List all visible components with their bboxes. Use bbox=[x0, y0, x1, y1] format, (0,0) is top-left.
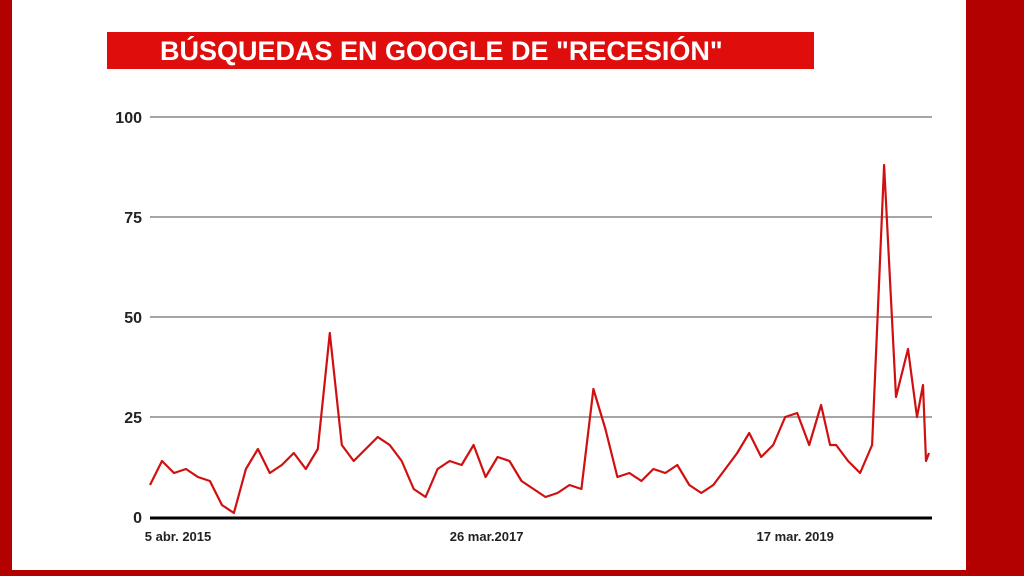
x-tick-label-2: 17 mar. 2019 bbox=[757, 529, 834, 544]
y-tick-label-50: 50 bbox=[124, 310, 142, 327]
title-banner bbox=[107, 32, 814, 69]
right-frame-bar bbox=[966, 0, 1024, 576]
x-tick-label-0: 5 abr. 2015 bbox=[145, 529, 212, 544]
x-tick-label-1: 26 mar.2017 bbox=[450, 529, 524, 544]
chart-title: BÚSQUEDAS EN GOOGLE DE "RECESIÓN" bbox=[160, 36, 723, 66]
bottom-frame-strip bbox=[0, 570, 1024, 576]
y-tick-label-0: 0 bbox=[133, 510, 142, 527]
grid-lines bbox=[150, 116, 932, 418]
y-axis-ticks: 0 25 50 75 100 bbox=[115, 110, 142, 527]
y-tick-label-25: 25 bbox=[124, 410, 142, 427]
series-line bbox=[149, 163, 931, 515]
x-axis-ticks: 5 abr. 2015 26 mar.2017 17 mar. 2019 bbox=[145, 529, 834, 544]
y-tick-label-75: 75 bbox=[124, 210, 142, 227]
y-tick-label-100: 100 bbox=[115, 110, 142, 127]
left-frame-bar bbox=[0, 0, 12, 576]
